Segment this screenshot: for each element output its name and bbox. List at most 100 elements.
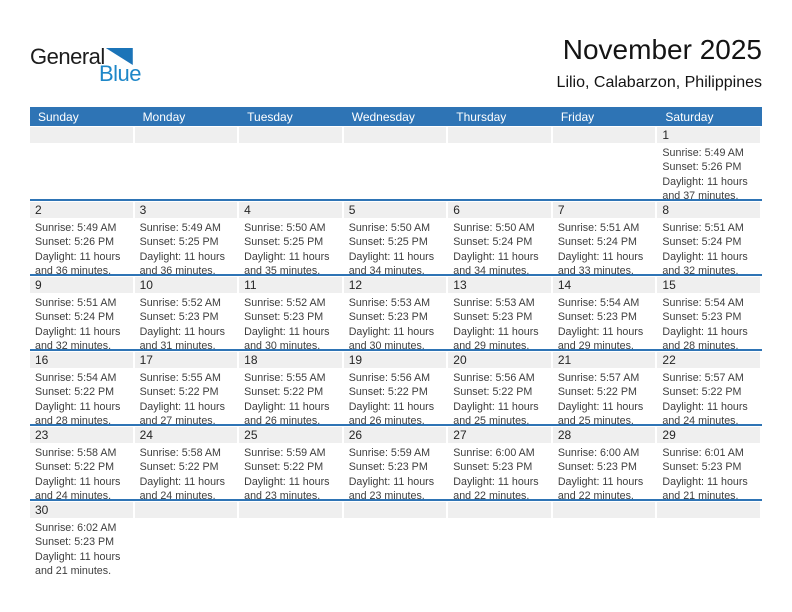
day-cell-14[interactable]: 14 Sunrise: 5:54 AM Sunset: 5:23 PM Dayligh… bbox=[552, 276, 658, 349]
day-sun-details bbox=[448, 518, 553, 521]
detail-line: Daylight: 11 hours bbox=[557, 325, 644, 338]
day-number: 17 bbox=[134, 352, 238, 368]
day-sun-details: Sunrise: 5:58 AM Sunset: 5:22 PM Daylight:… bbox=[135, 443, 240, 499]
day-cell-6[interactable]: 6 Sunrise: 5:50 AM Sunset: 5:24 PM Daylight… bbox=[448, 201, 553, 274]
detail-line: Sunrise: 5:51 AM bbox=[35, 297, 117, 309]
day-cell-3[interactable]: 3 Sunrise: 5:49 AM Sunset: 5:25 PM Daylight… bbox=[134, 201, 240, 274]
day-cell-30[interactable]: 30 Sunrise: 6:02 AM Sunset: 5:23 PM Dayligh… bbox=[30, 501, 135, 576]
detail-line: and 34 minutes. bbox=[348, 264, 425, 274]
detail-line: Sunset: 5:23 PM bbox=[662, 461, 742, 474]
day-number: 5 bbox=[343, 202, 447, 218]
day-cell-28[interactable]: 28 Sunrise: 6:00 AM Sunset: 5:23 PM Dayligh… bbox=[552, 426, 658, 499]
day-number: 11 bbox=[239, 277, 342, 293]
day-number: 7 bbox=[552, 202, 656, 218]
detail-line: Daylight: 11 hours bbox=[557, 250, 644, 263]
day-cell-13[interactable]: 13 Sunrise: 5:53 AM Sunset: 5:23 PM Dayligh… bbox=[448, 276, 553, 349]
day-number: 22 bbox=[657, 352, 760, 368]
day-sun-details: Sunrise: 5:50 AM Sunset: 5:25 PM Daylight:… bbox=[344, 218, 449, 274]
empty-day-cell bbox=[552, 501, 658, 576]
day-sun-details: Sunrise: 5:52 AM Sunset: 5:23 PM Daylight:… bbox=[135, 293, 240, 349]
day-number bbox=[448, 502, 551, 518]
week-row: 1 Sunrise: 5:49 AM Sunset: 5:26 PM Daylight… bbox=[30, 126, 762, 201]
day-sun-details: Sunrise: 6:00 AM Sunset: 5:23 PM Daylight:… bbox=[448, 443, 553, 499]
day-cell-17[interactable]: 17 Sunrise: 5:55 AM Sunset: 5:22 PM Dayligh… bbox=[134, 351, 240, 424]
day-cell-15[interactable]: 15 Sunrise: 5:54 AM Sunset: 5:23 PM Dayligh… bbox=[657, 276, 762, 349]
day-number: 1 bbox=[657, 127, 760, 143]
detail-line: and 26 minutes. bbox=[244, 414, 321, 424]
detail-line: Daylight: 11 hours bbox=[244, 400, 330, 413]
day-cell-27[interactable]: 27 Sunrise: 6:00 AM Sunset: 5:23 PM Dayligh… bbox=[448, 426, 553, 499]
day-number bbox=[30, 127, 133, 143]
detail-line: and 21 minutes. bbox=[35, 564, 112, 576]
detail-line: Sunrise: 5:59 AM bbox=[244, 447, 326, 459]
detail-line: and 23 minutes. bbox=[244, 489, 321, 499]
day-sun-details bbox=[448, 143, 553, 146]
detail-line: Sunset: 5:25 PM bbox=[139, 236, 219, 249]
day-sun-details: Sunrise: 6:01 AM Sunset: 5:23 PM Daylight:… bbox=[657, 443, 762, 499]
day-number: 12 bbox=[343, 277, 447, 293]
day-cell-9[interactable]: 9 Sunrise: 5:51 AM Sunset: 5:24 PM Daylight… bbox=[30, 276, 135, 349]
day-cell-29[interactable]: 29 Sunrise: 6:01 AM Sunset: 5:23 PM Dayligh… bbox=[657, 426, 762, 499]
day-sun-details bbox=[135, 518, 240, 521]
day-sun-details bbox=[239, 143, 344, 146]
day-number: 14 bbox=[552, 277, 656, 293]
detail-line: Sunrise: 5:54 AM bbox=[35, 372, 117, 384]
day-cell-26[interactable]: 26 Sunrise: 5:59 AM Sunset: 5:23 PM Dayligh… bbox=[343, 426, 449, 499]
day-cell-16[interactable]: 16 Sunrise: 5:54 AM Sunset: 5:22 PM Dayligh… bbox=[30, 351, 135, 424]
day-sun-details bbox=[239, 518, 344, 521]
day-number: 10 bbox=[134, 277, 238, 293]
detail-line: Sunrise: 5:54 AM bbox=[662, 297, 744, 309]
detail-line: Daylight: 11 hours bbox=[348, 325, 435, 338]
day-cell-22[interactable]: 22 Sunrise: 5:57 AM Sunset: 5:22 PM Dayligh… bbox=[657, 351, 762, 424]
weekday-header-tuesday: Tuesday bbox=[247, 109, 293, 124]
day-number: 13 bbox=[448, 277, 551, 293]
detail-line: Sunset: 5:22 PM bbox=[139, 386, 219, 399]
day-cell-21[interactable]: 21 Sunrise: 5:57 AM Sunset: 5:22 PM Dayligh… bbox=[552, 351, 658, 424]
detail-line: Sunrise: 6:00 AM bbox=[453, 447, 535, 459]
day-cell-7[interactable]: 7 Sunrise: 5:51 AM Sunset: 5:24 PM Daylight… bbox=[552, 201, 658, 274]
day-number: 29 bbox=[657, 427, 760, 443]
day-number: 20 bbox=[448, 352, 551, 368]
day-cell-20[interactable]: 20 Sunrise: 5:56 AM Sunset: 5:22 PM Dayligh… bbox=[448, 351, 553, 424]
day-sun-details: Sunrise: 5:54 AM Sunset: 5:23 PM Daylight:… bbox=[657, 293, 762, 349]
day-cell-11[interactable]: 11 Sunrise: 5:52 AM Sunset: 5:23 PM Dayligh… bbox=[239, 276, 344, 349]
day-cell-1[interactable]: 1 Sunrise: 5:49 AM Sunset: 5:26 PM Daylight… bbox=[657, 126, 762, 199]
day-cell-4[interactable]: 4 Sunrise: 5:50 AM Sunset: 5:25 PM Daylight… bbox=[239, 201, 344, 274]
empty-day-cell bbox=[239, 501, 344, 576]
day-number: 27 bbox=[448, 427, 551, 443]
weekday-header-sunday: Sunday bbox=[38, 109, 79, 124]
detail-line: Sunrise: 5:50 AM bbox=[244, 222, 326, 234]
detail-line: and 34 minutes. bbox=[453, 264, 530, 274]
day-sun-details: Sunrise: 6:00 AM Sunset: 5:23 PM Daylight:… bbox=[553, 443, 658, 499]
detail-line: Sunset: 5:23 PM bbox=[557, 311, 637, 324]
detail-line: and 37 minutes. bbox=[662, 189, 739, 199]
day-number: 24 bbox=[134, 427, 238, 443]
detail-line: Sunset: 5:23 PM bbox=[453, 461, 533, 474]
detail-line: Sunrise: 5:53 AM bbox=[348, 297, 431, 309]
detail-line: and 32 minutes. bbox=[35, 339, 112, 349]
detail-line: Sunrise: 5:54 AM bbox=[557, 297, 640, 309]
empty-day-cell bbox=[448, 501, 553, 576]
day-cell-2[interactable]: 2 Sunrise: 5:49 AM Sunset: 5:26 PM Daylight… bbox=[30, 201, 135, 274]
detail-line: and 28 minutes. bbox=[35, 414, 112, 424]
day-cell-24[interactable]: 24 Sunrise: 5:58 AM Sunset: 5:22 PM Dayligh… bbox=[134, 426, 240, 499]
detail-line: Sunset: 5:24 PM bbox=[35, 311, 115, 324]
day-cell-19[interactable]: 19 Sunrise: 5:56 AM Sunset: 5:22 PM Dayligh… bbox=[343, 351, 449, 424]
day-number: 8 bbox=[657, 202, 760, 218]
day-cell-25[interactable]: 25 Sunrise: 5:59 AM Sunset: 5:22 PM Dayligh… bbox=[239, 426, 344, 499]
day-cell-5[interactable]: 5 Sunrise: 5:50 AM Sunset: 5:25 PM Daylight… bbox=[343, 201, 449, 274]
day-cell-10[interactable]: 10 Sunrise: 5:52 AM Sunset: 5:23 PM Dayligh… bbox=[134, 276, 240, 349]
detail-line: Sunrise: 6:01 AM bbox=[662, 447, 744, 459]
empty-day-cell bbox=[343, 501, 449, 576]
day-number bbox=[552, 127, 656, 143]
detail-line: Daylight: 11 hours bbox=[557, 475, 644, 488]
day-number bbox=[134, 127, 238, 143]
day-cell-12[interactable]: 12 Sunrise: 5:53 AM Sunset: 5:23 PM Dayligh… bbox=[343, 276, 449, 349]
detail-line: Sunset: 5:22 PM bbox=[244, 461, 324, 474]
day-cell-8[interactable]: 8 Sunrise: 5:51 AM Sunset: 5:24 PM Daylight… bbox=[657, 201, 762, 274]
day-cell-18[interactable]: 18 Sunrise: 5:55 AM Sunset: 5:22 PM Dayligh… bbox=[239, 351, 344, 424]
detail-line: Sunset: 5:22 PM bbox=[453, 386, 533, 399]
day-cell-23[interactable]: 23 Sunrise: 5:58 AM Sunset: 5:22 PM Dayligh… bbox=[30, 426, 135, 499]
weekday-header-saturday: Saturday bbox=[665, 109, 714, 124]
logo-text-blue: Blue bbox=[99, 61, 142, 86]
